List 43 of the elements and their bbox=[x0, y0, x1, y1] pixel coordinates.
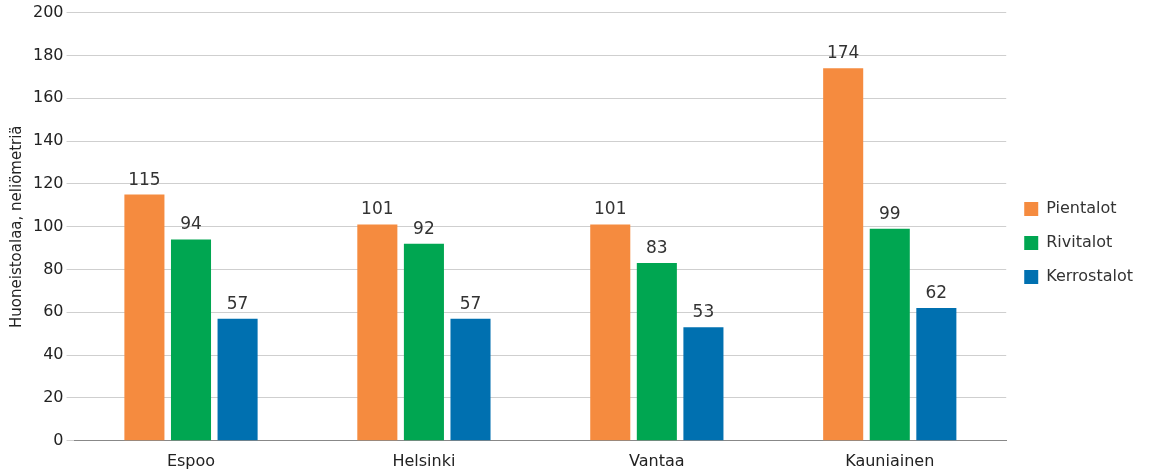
x-tick-label: Kauniainen bbox=[845, 450, 935, 470]
bar bbox=[869, 228, 910, 441]
y-tick-label: 20 bbox=[43, 387, 64, 407]
x-tick-label: Vantaa bbox=[629, 450, 685, 470]
bar bbox=[590, 224, 631, 441]
y-tick-label: 180 bbox=[32, 44, 64, 64]
y-tick-label: 40 bbox=[43, 344, 64, 364]
bar bbox=[683, 327, 724, 441]
bar bbox=[170, 239, 212, 441]
x-tick-label: Helsinki bbox=[392, 450, 456, 470]
bar bbox=[357, 224, 398, 441]
bar bbox=[916, 308, 957, 441]
y-tick-label: 200 bbox=[32, 1, 64, 21]
bar bbox=[124, 194, 165, 441]
bar bbox=[217, 318, 258, 441]
data-label: 94 bbox=[180, 213, 202, 234]
y-tick-label: 140 bbox=[32, 130, 64, 150]
data-label: 92 bbox=[413, 217, 435, 238]
data-label: 57 bbox=[226, 292, 249, 313]
x-tick-label: Espoo bbox=[166, 450, 216, 470]
data-label: 101 bbox=[594, 198, 627, 219]
y-tick-label: 120 bbox=[32, 173, 64, 193]
bar bbox=[403, 243, 444, 441]
data-label: 83 bbox=[646, 237, 668, 258]
y-tick-label: 0 bbox=[53, 429, 64, 449]
data-label: 57 bbox=[459, 292, 482, 313]
data-label: 115 bbox=[128, 168, 161, 189]
data-label: 53 bbox=[692, 301, 715, 322]
y-tick-label: 60 bbox=[43, 301, 64, 321]
data-label: 62 bbox=[925, 281, 948, 302]
y-tick-label: 80 bbox=[43, 258, 64, 278]
data-label: 101 bbox=[361, 198, 394, 219]
y-axis-title: Huoneistoalaa, neliömetriä bbox=[6, 125, 25, 328]
legend-label: Kerrostalot bbox=[1046, 266, 1134, 286]
data-label: 99 bbox=[878, 202, 901, 223]
bar bbox=[450, 318, 491, 441]
data-label: 174 bbox=[826, 42, 860, 63]
legend-label: Rivitalot bbox=[1046, 232, 1113, 252]
bar bbox=[823, 68, 864, 441]
y-tick-label: 160 bbox=[32, 87, 64, 107]
bar bbox=[636, 263, 677, 441]
legend-label: Pientalot bbox=[1046, 198, 1117, 218]
y-tick-label: 100 bbox=[32, 215, 64, 235]
